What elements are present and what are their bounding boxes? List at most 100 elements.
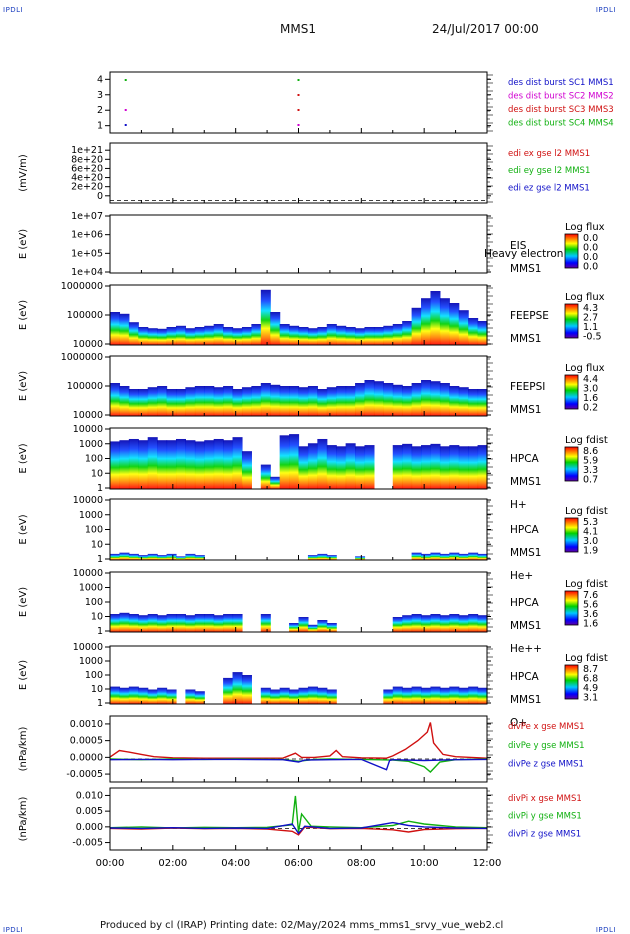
colorbar-tick-label: 5.9 (583, 456, 598, 467)
spectrogram-column (411, 383, 422, 416)
y-axis-label: E (eV) (18, 443, 29, 473)
x-tick-label: 08:00 (347, 858, 376, 869)
spectrogram-column (392, 617, 403, 632)
spectrogram-column (232, 672, 243, 704)
panel-FEEPSE: 10000 100000 1000000 E (eV) FEEPSE MMS1 Log fl… (18, 281, 605, 350)
panel-label: MMS1 (510, 404, 541, 416)
spectrogram-column (110, 441, 121, 489)
spectrogram-column (307, 624, 318, 632)
colorbar-tick-label: 0.0 (583, 262, 598, 273)
spectrogram-column (194, 386, 205, 416)
spectrogram-column (430, 381, 441, 416)
spectrogram-column (128, 322, 139, 345)
burst-marker (297, 124, 300, 126)
spectrogram-column (317, 687, 328, 704)
spectrogram-column (147, 614, 158, 632)
spectrogram-column (449, 303, 460, 345)
colorbar-tick-label: 3.6 (583, 609, 598, 620)
spectrogram-column (468, 614, 479, 632)
spectrogram-column (402, 615, 413, 632)
y-tick-label: 100 (85, 597, 103, 608)
spectrogram-column (223, 386, 234, 416)
y-axis-label: (nPa/km) (18, 727, 29, 772)
spectrogram-column (421, 553, 432, 560)
spectrogram-column (355, 556, 366, 560)
spectrogram-column (166, 440, 177, 489)
spectrogram-column (204, 440, 215, 489)
spectrogram-column (223, 440, 234, 489)
colorbar-title: Log flux (565, 292, 605, 303)
y-tick-label: 1e+04 (71, 267, 103, 278)
spectrogram-column (355, 383, 366, 416)
spectrogram-column (157, 615, 168, 632)
spectrogram-column (204, 614, 215, 632)
spectrogram-column (298, 687, 309, 704)
spectrogram-column (449, 386, 460, 416)
burst-marker (124, 109, 127, 111)
spectrogram-column (458, 446, 469, 489)
burst-marker (124, 124, 127, 126)
spectrogram-column (355, 446, 366, 489)
spectrogram-column (232, 389, 243, 416)
y-tick-label: 1 (97, 483, 103, 494)
y-tick-label: -0.0005 (66, 769, 103, 780)
spectrogram-column (421, 380, 432, 416)
y-tick-label: 1e+07 (71, 211, 103, 222)
x-tick-label: 06:00 (284, 858, 313, 869)
spectrogram-column (260, 464, 271, 489)
y-tick-label: 1e+05 (71, 248, 103, 259)
legend-entry: divPi z gse MMS1 (508, 829, 581, 839)
spectrogram-column (289, 386, 300, 416)
y-tick-label: 100000 (67, 310, 103, 321)
spectrogram-column (458, 687, 469, 704)
spectrogram-column (430, 291, 441, 345)
panel-label: HPCA (510, 453, 540, 465)
spectrogram-column (345, 327, 356, 345)
y-tick-label: 0 (97, 191, 103, 202)
spectrogram-column (213, 438, 224, 489)
y-tick-label: 2 (97, 105, 103, 116)
panel-label: HPCA (510, 671, 540, 683)
y-tick-label: 3 (97, 90, 103, 101)
spectrogram-column (157, 328, 168, 345)
spectrogram-column (392, 324, 403, 345)
spectrogram-column (364, 445, 375, 489)
spectrogram-column (119, 612, 130, 632)
y-tick-label: 10000 (73, 339, 103, 350)
colorbar-tick-label: 4.1 (583, 527, 598, 538)
colorbar (564, 664, 579, 700)
spectrogram-column (477, 445, 488, 489)
spectrogram-column (345, 443, 356, 489)
spectrogram-column (402, 443, 413, 489)
panel-label: He+ (510, 570, 533, 582)
spectrogram-column (307, 555, 318, 560)
panel-divPi: -0.005 0.000 0.005 0.010 (nPa/km) divPi x gse… (18, 787, 582, 851)
footer-credit: Produced by cl (IRAP) Printing date: 02/… (100, 920, 504, 931)
spectrogram-column (185, 615, 196, 632)
spectrogram-column (138, 440, 149, 489)
spectrogram-column (430, 443, 441, 489)
spectrogram-column (194, 441, 205, 489)
y-tick-label: 0.0000 (70, 752, 103, 763)
colorbar-title: Log fdist (565, 435, 608, 446)
spectrogram-column (110, 312, 121, 345)
spectrogram-column (204, 325, 215, 345)
spectrogram-column (110, 686, 121, 704)
spectrogram-column (279, 435, 290, 489)
legend-entry: divPi y gse MMS1 (508, 812, 582, 822)
spectrogram-column (194, 327, 205, 345)
spectrogram-column (326, 555, 337, 560)
spectrogram-column (138, 687, 149, 704)
y-tick-label: 1000 (79, 583, 103, 594)
spectrogram-column (307, 686, 318, 704)
panel-label: MMS1 (510, 620, 541, 632)
colorbar (564, 303, 579, 339)
spectrogram-column (430, 686, 441, 704)
legend-entry: des dist burst SC1 MMS1 (508, 78, 614, 88)
y-tick-label: 10000 (73, 642, 103, 653)
spectrogram-column (468, 686, 479, 704)
colorbar-tick-label: 1.6 (583, 619, 598, 630)
y-tick-label: 6e+20 (71, 163, 103, 174)
spectrogram-column (317, 389, 328, 416)
spectrogram-column (175, 325, 186, 345)
